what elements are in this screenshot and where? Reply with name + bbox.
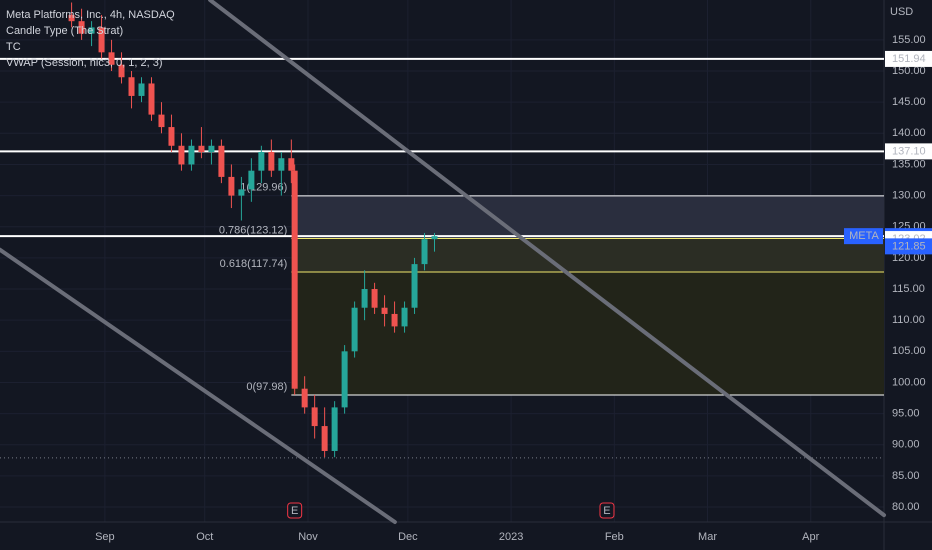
x-tick-label: Oct	[196, 531, 213, 543]
fib-label: 1(129.96)	[240, 182, 287, 194]
candle-body	[301, 388, 308, 408]
candle-body	[341, 351, 348, 408]
candle-body	[391, 313, 398, 327]
candle-body	[78, 21, 85, 34]
candle-body	[321, 426, 328, 451]
candle-body	[188, 145, 195, 165]
candle-body	[158, 114, 165, 128]
candle-body	[218, 145, 225, 177]
x-tick-label: Mar	[698, 531, 717, 543]
candle-body	[88, 27, 95, 34]
candle-body	[138, 83, 145, 96]
candle-body	[311, 407, 318, 427]
y-tick-label: 135.00	[892, 158, 926, 170]
candle-body	[381, 307, 388, 314]
fib-label: 0.786(123.12)	[219, 224, 288, 236]
event-label: E	[291, 505, 298, 517]
candle-body	[371, 289, 378, 308]
candle-body	[108, 52, 115, 65]
indicator: Candle Type (The Strat)	[6, 25, 123, 37]
fib-zone	[291, 271, 884, 396]
chart-title: Meta Platforms, Inc., 4h, NASDAQ	[6, 9, 175, 21]
event-marker	[287, 502, 303, 519]
candle-body	[248, 170, 255, 190]
candle-body	[288, 158, 295, 171]
candle-body	[98, 27, 105, 53]
event-marker	[599, 502, 615, 519]
candle-body	[208, 145, 215, 152]
candle-body	[411, 264, 418, 308]
candle-body	[278, 158, 285, 171]
y-tick-label: 100.00	[892, 376, 926, 388]
candle-body	[291, 170, 298, 389]
y-tick-label: 130.00	[892, 190, 926, 202]
trendline	[0, 247, 397, 524]
x-tick-label: 2023	[499, 531, 523, 543]
candle-body	[258, 151, 265, 171]
indicator: VWAP (Session, hlc3, 0, 1, 2, 3)	[6, 57, 163, 69]
trendline	[208, 0, 886, 518]
y-tick-label: 105.00	[892, 345, 926, 357]
candle-body	[168, 127, 175, 146]
candle-body	[128, 77, 135, 96]
x-tick-label: Nov	[298, 531, 318, 543]
currency: USD	[890, 6, 913, 18]
candle-body	[361, 289, 368, 308]
y-tick-label: 115.00	[892, 283, 925, 295]
candle-body	[118, 64, 125, 78]
y-tick-label: 140.00	[892, 127, 926, 139]
y-tick-label: 120.00	[892, 252, 926, 264]
candle-body	[431, 236, 438, 240]
y-tick-label: 150.00	[892, 65, 926, 77]
x-tick-label: Dec	[398, 531, 418, 543]
x-tick-label: Feb	[605, 531, 624, 543]
y-tick-label: 85.00	[892, 470, 920, 482]
candle-body	[148, 83, 155, 115]
candle-body	[238, 189, 245, 196]
candle-body	[401, 307, 408, 327]
symbol-tag-label: META	[849, 230, 879, 242]
fib-zone	[291, 195, 884, 239]
y-tick-label: 145.00	[892, 96, 926, 108]
price-tag	[885, 143, 932, 160]
y-tick-label: 155.00	[892, 34, 926, 46]
x-tick-label: Sep	[95, 531, 115, 543]
candle-body	[228, 176, 235, 196]
candle-body	[351, 307, 358, 352]
x-tick-label: Apr	[802, 531, 819, 543]
fib-label: 0.618(117.74)	[220, 258, 288, 270]
candle-body	[198, 145, 205, 152]
y-tick-label: 90.00	[892, 439, 920, 451]
indicator: TC	[6, 41, 21, 53]
fib-zone	[291, 238, 884, 272]
price-tag-label: 121.85	[892, 240, 926, 252]
candle-body	[178, 145, 185, 165]
fib-label: 0(97.98)	[246, 381, 287, 393]
price-tag	[885, 50, 932, 67]
price-tag-label: 137.10	[892, 145, 926, 157]
candle-body	[268, 151, 275, 171]
price-tag-label: 151.94	[892, 53, 926, 65]
price-tag	[885, 238, 932, 255]
candle-body	[421, 239, 428, 265]
candle-body	[331, 407, 338, 451]
y-tick-label: 80.00	[892, 501, 920, 513]
y-tick-label: 95.00	[892, 408, 920, 420]
y-tick-label: 110.00	[892, 314, 925, 326]
event-label: E	[603, 505, 610, 517]
candle-body	[68, 14, 75, 22]
symbol-tag	[844, 228, 883, 245]
